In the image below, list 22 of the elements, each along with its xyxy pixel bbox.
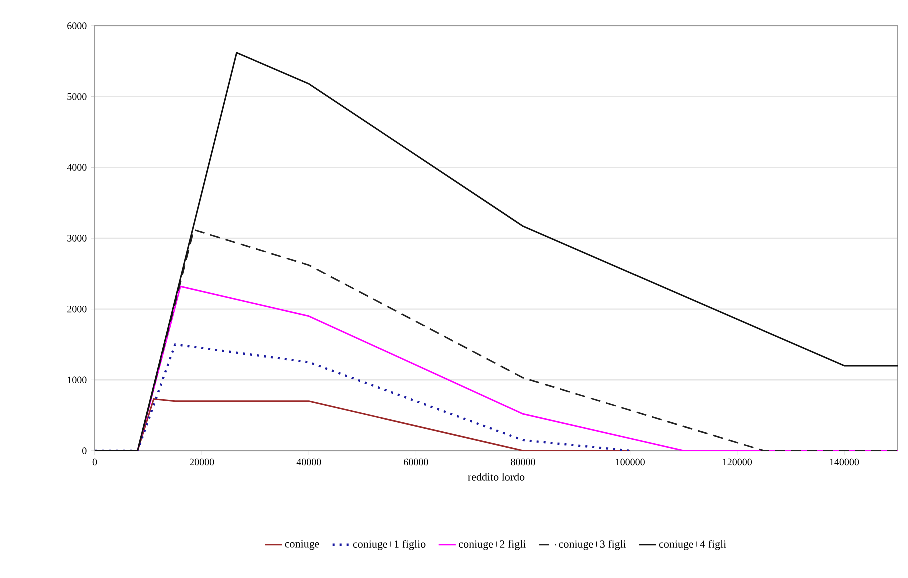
legend-label: coniuge+4 figli — [659, 540, 726, 550]
legend-label: coniuge+2 figli — [459, 540, 526, 550]
x-tick-label: 80000 — [511, 458, 536, 466]
y-tick-label: 0 — [82, 448, 87, 454]
y-tick-label: 4000 — [67, 164, 87, 172]
y-tick-label: 1000 — [68, 376, 87, 384]
line-series — [95, 52, 898, 451]
x-axis-title: reddito lordo — [468, 473, 525, 481]
x-tick-label: 60000 — [404, 458, 428, 466]
x-tick-label: 0 — [92, 458, 98, 466]
x-tick-label: 100000 — [616, 458, 645, 466]
x-tick-label: 140000 — [830, 458, 860, 466]
x-tick-label: 20000 — [190, 458, 214, 466]
legend-label: coniuge — [285, 540, 320, 550]
x-tick-label: 40000 — [296, 458, 322, 466]
y-tick-label: 2000 — [68, 306, 87, 313]
y-tick-label: 5000 — [68, 93, 87, 100]
y-tick-label: 6000 — [68, 22, 87, 30]
legend-label: coniuge+3 figli — [559, 540, 626, 550]
legend-label: coniuge+1 figlio — [353, 540, 426, 550]
x-tick-label: 120000 — [723, 458, 752, 466]
y-tick-label: 3000 — [68, 235, 87, 242]
